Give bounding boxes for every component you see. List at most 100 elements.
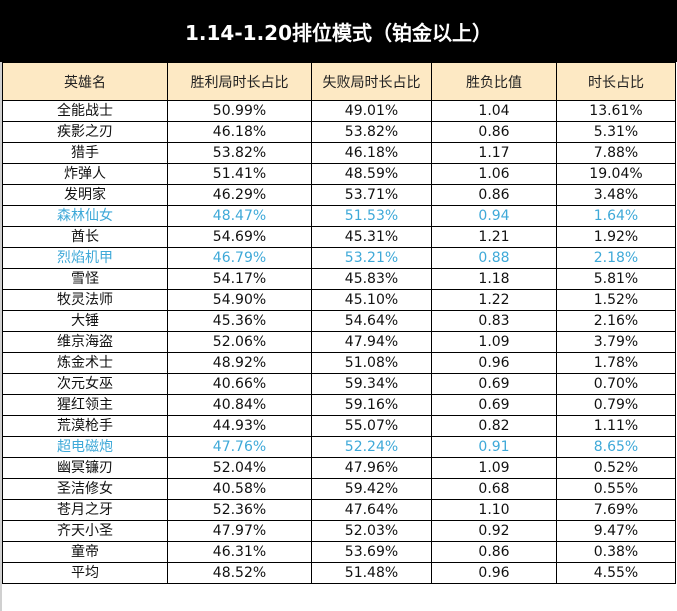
hero-name-cell[interactable]: 平均: [2, 562, 168, 584]
win-loss-ratio-cell[interactable]: 0.91: [431, 436, 557, 458]
time-share-cell[interactable]: 19.04%: [556, 163, 676, 185]
hero-name-cell[interactable]: 维京海盗: [2, 331, 168, 353]
win-time-share-cell[interactable]: 50.99%: [167, 100, 312, 122]
win-time-share-cell[interactable]: 51.41%: [167, 163, 312, 185]
win-time-share-cell[interactable]: 40.84%: [167, 394, 312, 416]
win-time-share-cell[interactable]: 54.90%: [167, 289, 312, 311]
win-time-share-cell[interactable]: 48.47%: [167, 205, 312, 227]
hero-name-cell[interactable]: 炼金术士: [2, 352, 168, 374]
win-time-share-cell[interactable]: 46.29%: [167, 184, 312, 206]
time-share-cell[interactable]: 2.18%: [556, 247, 676, 269]
hero-name-cell[interactable]: 烈焰机甲: [2, 247, 168, 269]
win-loss-ratio-cell[interactable]: 0.86: [431, 184, 557, 206]
win-time-share-cell[interactable]: 40.58%: [167, 478, 312, 500]
loss-time-share-cell[interactable]: 48.59%: [311, 163, 432, 185]
hero-name-cell[interactable]: 猩红领主: [2, 394, 168, 416]
hero-name-cell[interactable]: 雪怪: [2, 268, 168, 290]
time-share-cell[interactable]: 1.78%: [556, 352, 676, 374]
win-time-share-cell[interactable]: 52.36%: [167, 499, 312, 521]
win-time-share-cell[interactable]: 47.76%: [167, 436, 312, 458]
win-loss-ratio-cell[interactable]: 0.96: [431, 352, 557, 374]
loss-time-share-cell[interactable]: 55.07%: [311, 415, 432, 437]
win-loss-ratio-cell[interactable]: 1.18: [431, 268, 557, 290]
win-loss-ratio-cell[interactable]: 1.22: [431, 289, 557, 311]
loss-time-share-cell[interactable]: 54.64%: [311, 310, 432, 332]
loss-time-share-cell[interactable]: 45.83%: [311, 268, 432, 290]
time-share-cell[interactable]: 1.11%: [556, 415, 676, 437]
hero-name-cell[interactable]: 次元女巫: [2, 373, 168, 395]
time-share-cell[interactable]: 5.81%: [556, 268, 676, 290]
win-loss-ratio-cell[interactable]: 0.82: [431, 415, 557, 437]
loss-time-share-cell[interactable]: 46.18%: [311, 142, 432, 164]
hero-name-cell[interactable]: 酋长: [2, 226, 168, 248]
win-time-share-cell[interactable]: 48.52%: [167, 562, 312, 584]
loss-time-share-cell[interactable]: 53.21%: [311, 247, 432, 269]
header-time-share[interactable]: 时长占比: [556, 62, 676, 101]
hero-name-cell[interactable]: 苍月之牙: [2, 499, 168, 521]
loss-time-share-cell[interactable]: 47.64%: [311, 499, 432, 521]
hero-name-cell[interactable]: 圣洁修女: [2, 478, 168, 500]
win-time-share-cell[interactable]: 40.66%: [167, 373, 312, 395]
win-loss-ratio-cell[interactable]: 0.69: [431, 394, 557, 416]
loss-time-share-cell[interactable]: 53.82%: [311, 121, 432, 143]
win-time-share-cell[interactable]: 53.82%: [167, 142, 312, 164]
win-time-share-cell[interactable]: 46.18%: [167, 121, 312, 143]
loss-time-share-cell[interactable]: 47.94%: [311, 331, 432, 353]
hero-name-cell[interactable]: 森林仙女: [2, 205, 168, 227]
win-time-share-cell[interactable]: 54.69%: [167, 226, 312, 248]
win-time-share-cell[interactable]: 48.92%: [167, 352, 312, 374]
loss-time-share-cell[interactable]: 49.01%: [311, 100, 432, 122]
win-loss-ratio-cell[interactable]: 1.09: [431, 331, 557, 353]
header-win-time-share[interactable]: 胜利局时长占比: [167, 62, 312, 101]
hero-name-cell[interactable]: 发明家: [2, 184, 168, 206]
loss-time-share-cell[interactable]: 51.08%: [311, 352, 432, 374]
win-loss-ratio-cell[interactable]: 0.92: [431, 520, 557, 542]
time-share-cell[interactable]: 5.31%: [556, 121, 676, 143]
time-share-cell[interactable]: 0.52%: [556, 457, 676, 479]
win-loss-ratio-cell[interactable]: 0.96: [431, 562, 557, 584]
win-time-share-cell[interactable]: 45.36%: [167, 310, 312, 332]
win-time-share-cell[interactable]: 54.17%: [167, 268, 312, 290]
win-time-share-cell[interactable]: 52.06%: [167, 331, 312, 353]
header-hero-name[interactable]: 英雄名: [2, 62, 168, 101]
loss-time-share-cell[interactable]: 59.42%: [311, 478, 432, 500]
win-time-share-cell[interactable]: 47.97%: [167, 520, 312, 542]
loss-time-share-cell[interactable]: 59.16%: [311, 394, 432, 416]
win-loss-ratio-cell[interactable]: 1.04: [431, 100, 557, 122]
time-share-cell[interactable]: 13.61%: [556, 100, 676, 122]
win-time-share-cell[interactable]: 46.79%: [167, 247, 312, 269]
loss-time-share-cell[interactable]: 51.48%: [311, 562, 432, 584]
hero-name-cell[interactable]: 疾影之刃: [2, 121, 168, 143]
win-loss-ratio-cell[interactable]: 1.06: [431, 163, 557, 185]
header-loss-time-share[interactable]: 失败局时长占比: [311, 62, 432, 101]
loss-time-share-cell[interactable]: 45.10%: [311, 289, 432, 311]
loss-time-share-cell[interactable]: 53.71%: [311, 184, 432, 206]
hero-name-cell[interactable]: 全能战士: [2, 100, 168, 122]
win-loss-ratio-cell[interactable]: 1.10: [431, 499, 557, 521]
time-share-cell[interactable]: 0.38%: [556, 541, 676, 563]
time-share-cell[interactable]: 1.64%: [556, 205, 676, 227]
win-time-share-cell[interactable]: 46.31%: [167, 541, 312, 563]
hero-name-cell[interactable]: 幽冥镰刃: [2, 457, 168, 479]
time-share-cell[interactable]: 0.70%: [556, 373, 676, 395]
hero-name-cell[interactable]: 超电磁炮: [2, 436, 168, 458]
time-share-cell[interactable]: 1.52%: [556, 289, 676, 311]
time-share-cell[interactable]: 7.69%: [556, 499, 676, 521]
time-share-cell[interactable]: 0.79%: [556, 394, 676, 416]
win-loss-ratio-cell[interactable]: 1.17: [431, 142, 557, 164]
hero-name-cell[interactable]: 大锤: [2, 310, 168, 332]
hero-name-cell[interactable]: 齐天小圣: [2, 520, 168, 542]
time-share-cell[interactable]: 2.16%: [556, 310, 676, 332]
time-share-cell[interactable]: 3.79%: [556, 331, 676, 353]
win-loss-ratio-cell[interactable]: 0.69: [431, 373, 557, 395]
win-loss-ratio-cell[interactable]: 1.21: [431, 226, 557, 248]
win-loss-ratio-cell[interactable]: 0.86: [431, 541, 557, 563]
loss-time-share-cell[interactable]: 51.53%: [311, 205, 432, 227]
win-loss-ratio-cell[interactable]: 0.88: [431, 247, 557, 269]
loss-time-share-cell[interactable]: 53.69%: [311, 541, 432, 563]
win-loss-ratio-cell[interactable]: 1.09: [431, 457, 557, 479]
loss-time-share-cell[interactable]: 52.24%: [311, 436, 432, 458]
win-loss-ratio-cell[interactable]: 0.68: [431, 478, 557, 500]
hero-name-cell[interactable]: 荒漠枪手: [2, 415, 168, 437]
loss-time-share-cell[interactable]: 52.03%: [311, 520, 432, 542]
